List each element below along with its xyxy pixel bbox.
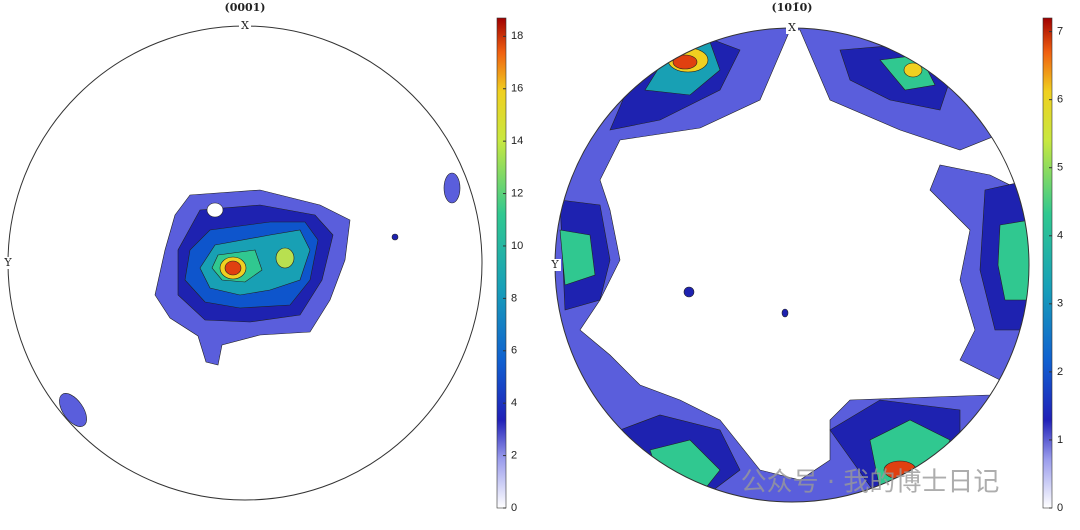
colorbar: [496, 17, 507, 509]
contours: [555, 28, 1029, 502]
colorbar-tick-label: 18: [511, 30, 523, 42]
contours: [59, 172, 461, 427]
label-bg: [239, 20, 251, 32]
title: (0001): [224, 1, 265, 14]
title: (101̄0): [771, 1, 812, 14]
colorbar-tick-label: 8: [511, 292, 517, 304]
colorbar-tick-label: 4: [1057, 230, 1063, 242]
label-bg: [786, 22, 798, 34]
colorbar-tick-label: 14: [511, 135, 523, 147]
colorbar-tick-label: 6: [1057, 94, 1063, 106]
label-bg: [2, 257, 14, 269]
x-axis-label: X: [241, 19, 249, 32]
colorbar-tick-label: 12: [511, 187, 523, 199]
colorbar-tick-label: 0: [1057, 502, 1063, 514]
y-axis-label: Y: [550, 258, 559, 271]
colorbar-tick-label: 2: [1057, 366, 1063, 378]
y-axis-label: Y: [3, 256, 12, 269]
colorbar-tick-label: 3: [1057, 298, 1063, 310]
colorbar-tick-label: 4: [511, 397, 517, 409]
colorbar-tick-label: 10: [511, 240, 523, 252]
label-bg: [549, 259, 561, 271]
colorbar: [1042, 17, 1053, 509]
watermark: 公众号 · 我的博士日记: [741, 468, 1000, 498]
colorbar-tick-label: 5: [1057, 162, 1063, 174]
colorbar-tick-label: 7: [1057, 26, 1063, 38]
colorbar-tick-label: 2: [511, 449, 517, 461]
colorbar-tick-label: 16: [511, 83, 523, 95]
colorbar-tick-label: 1: [1057, 434, 1063, 446]
x-axis-label: X: [788, 21, 796, 34]
colorbar-tick-label: 0: [511, 502, 517, 514]
colorbar-tick-label: 6: [511, 345, 517, 357]
